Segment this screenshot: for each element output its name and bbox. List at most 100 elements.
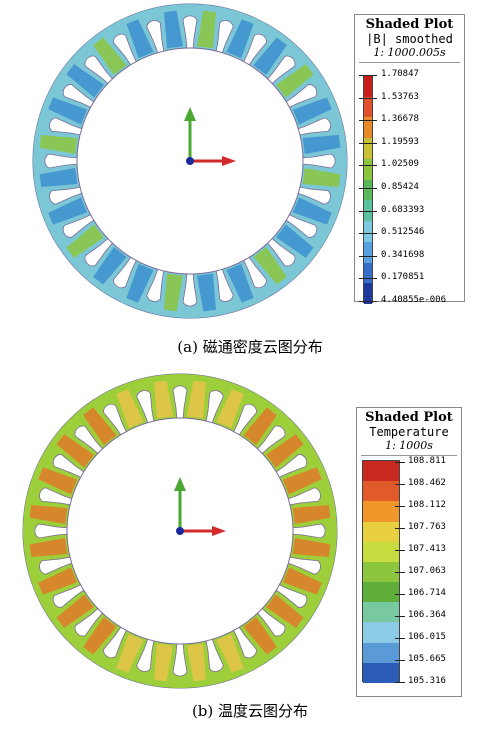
stator-slot bbox=[44, 153, 80, 169]
colorbar-segment bbox=[364, 179, 372, 201]
temperature-plot bbox=[22, 373, 338, 689]
colorbar-tick bbox=[395, 572, 405, 573]
colorbar-segment bbox=[363, 501, 399, 523]
tooth-region bbox=[243, 617, 277, 655]
colorbar-label: 0.85424 bbox=[381, 182, 419, 192]
tooth-region bbox=[292, 197, 332, 225]
colorbar-segment bbox=[363, 461, 399, 482]
tooth-region bbox=[266, 434, 304, 468]
colorbar-label: 0.341698 bbox=[381, 249, 425, 260]
colorbar-label: 0.683393 bbox=[381, 204, 425, 215]
temp-legend-subtitle: Temperature bbox=[369, 425, 449, 439]
axis-origin bbox=[186, 157, 194, 165]
stator-slot bbox=[62, 213, 96, 238]
stator-slot bbox=[84, 55, 115, 86]
tooth-region bbox=[126, 263, 154, 303]
tooth-region bbox=[276, 224, 314, 258]
stator-slot bbox=[113, 33, 138, 67]
colorbar-tick bbox=[359, 142, 377, 144]
flux-colorbar bbox=[363, 75, 373, 305]
colorbar-tick bbox=[359, 165, 377, 167]
colorbar-segment bbox=[364, 241, 372, 264]
colorbar-segment bbox=[363, 662, 399, 684]
stator-slot bbox=[295, 186, 331, 205]
temp-legend-time: 1: 1000s bbox=[385, 439, 433, 452]
stator-slot bbox=[290, 523, 326, 539]
tooth-region bbox=[282, 467, 322, 495]
stator-slot bbox=[172, 641, 188, 677]
stator-slot bbox=[74, 606, 105, 637]
tooth-region bbox=[66, 64, 104, 98]
tooth-region bbox=[186, 380, 206, 419]
caption-b: (b) 温度云图分布 bbox=[191, 702, 309, 720]
colorbar-tick bbox=[359, 188, 377, 189]
stator-slot bbox=[232, 625, 257, 659]
stator-slot bbox=[182, 271, 198, 307]
stator-slot bbox=[49, 117, 85, 136]
stator-slot bbox=[136, 636, 155, 672]
stator-slot bbox=[285, 487, 321, 506]
colorbar-tick bbox=[359, 278, 377, 280]
axis-origin bbox=[176, 527, 184, 535]
tooth-region bbox=[226, 19, 254, 59]
tooth-region bbox=[216, 389, 244, 429]
axis-x-arrow bbox=[212, 526, 226, 536]
stator-slot bbox=[62, 84, 96, 109]
tooth-region bbox=[164, 273, 184, 312]
axis-x-arrow bbox=[222, 156, 236, 166]
colorbar-label: 4.40855e-006 bbox=[381, 295, 447, 305]
tooth-region bbox=[253, 37, 287, 75]
colorbar-label: 1.70847 bbox=[381, 69, 419, 79]
colorbar-segment bbox=[364, 221, 372, 243]
tooth-region bbox=[292, 505, 331, 525]
colorbar-tick bbox=[395, 682, 405, 683]
colorbar-tick bbox=[395, 506, 405, 507]
stator-slot bbox=[300, 153, 336, 169]
colorbar-segment bbox=[364, 138, 372, 160]
stator-slot bbox=[146, 266, 165, 302]
colorbar-segment bbox=[364, 283, 372, 305]
tooth-region bbox=[186, 643, 206, 682]
stator-slot bbox=[295, 117, 331, 136]
stator-slot bbox=[52, 583, 86, 608]
tooth-region bbox=[302, 167, 341, 187]
colorbar-segment bbox=[363, 622, 399, 644]
tooth-region bbox=[39, 167, 78, 187]
tooth-region bbox=[226, 263, 254, 303]
colorbar-label: 106.015 bbox=[408, 632, 446, 642]
colorbar-tick bbox=[395, 484, 405, 485]
colorbar-label: 1.36678 bbox=[381, 114, 419, 125]
stator-slot bbox=[274, 454, 308, 479]
stator-slot bbox=[172, 385, 188, 421]
colorbar-segment bbox=[363, 521, 399, 543]
flux-density-plot bbox=[32, 3, 348, 319]
tooth-region bbox=[56, 594, 94, 628]
colorbar-segment bbox=[364, 96, 372, 118]
stator-slot bbox=[255, 425, 286, 456]
tooth-region bbox=[196, 273, 216, 312]
colorbar-label: 108.811 bbox=[408, 456, 446, 466]
stator-slot bbox=[103, 403, 128, 437]
colorbar-label: 1.53763 bbox=[381, 91, 419, 102]
colorbar-tick bbox=[395, 528, 405, 529]
colorbar-segment bbox=[363, 582, 399, 603]
stator-slot bbox=[49, 186, 85, 205]
panel-temperature: Shaded Plot Temperature 1: 1000s 108.811… bbox=[0, 370, 500, 749]
colorbar-tick bbox=[395, 550, 405, 551]
colorbar-label: 108.462 bbox=[408, 478, 446, 488]
tooth-region bbox=[154, 643, 174, 682]
temp-legend-title: Shaded Plot bbox=[365, 410, 453, 425]
colorbar-tick bbox=[359, 75, 377, 76]
stator-slot bbox=[242, 255, 267, 289]
colorbar-label: 1.19593 bbox=[381, 136, 419, 147]
stator-slot bbox=[284, 213, 318, 238]
stator-slot bbox=[74, 425, 105, 456]
colorbar-label: 105.665 bbox=[408, 654, 446, 664]
temp-legend-separator bbox=[361, 455, 457, 456]
tooth-region bbox=[48, 197, 88, 225]
tooth-region bbox=[164, 10, 184, 49]
colorbar-tick bbox=[395, 660, 405, 661]
colorbar-label: 105.316 bbox=[408, 676, 446, 686]
tooth-region bbox=[292, 537, 331, 557]
stator-slot bbox=[274, 583, 308, 608]
